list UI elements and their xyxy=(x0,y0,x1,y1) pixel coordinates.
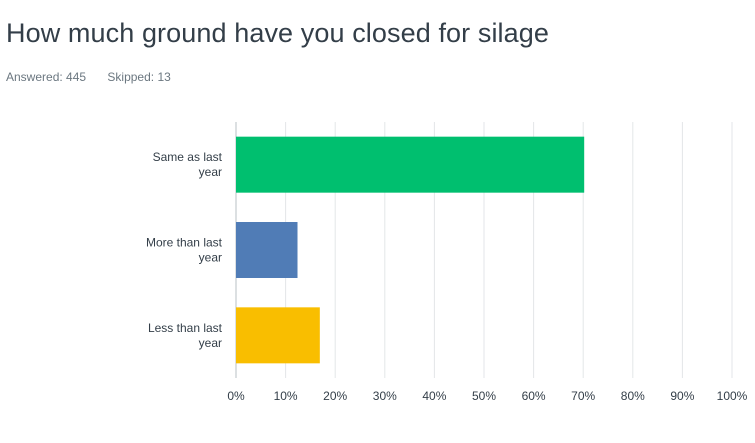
response-summary: Answered: 445 Skipped: 13 xyxy=(6,70,171,84)
x-tick-label: 90% xyxy=(670,389,694,403)
page-title: How much ground have you closed for sila… xyxy=(6,18,549,48)
x-tick-label: 80% xyxy=(621,389,645,403)
x-tick-label: 0% xyxy=(227,389,245,403)
category-label: Less than last year xyxy=(148,321,223,350)
x-tick-label: 10% xyxy=(274,389,298,403)
x-tick-label: 50% xyxy=(472,389,496,403)
x-tick-label: 70% xyxy=(571,389,595,403)
bar xyxy=(236,307,320,364)
category-label-line: Less than last xyxy=(148,321,223,335)
category-label-line: year xyxy=(199,251,222,265)
x-tick-label: 40% xyxy=(422,389,446,403)
category-label: More than last year xyxy=(146,236,223,265)
category-label-line: More than last xyxy=(146,236,223,250)
x-tick-label: 60% xyxy=(522,389,546,403)
chart-bars xyxy=(236,136,585,364)
category-label: Same as last year xyxy=(153,150,223,179)
x-tick-label: 100% xyxy=(717,389,748,403)
x-tick-label: 30% xyxy=(373,389,397,403)
chart-x-ticks: 0% 10% 20% 30% 40% 50% 60% 70% 80% 90% 100% xyxy=(227,389,747,403)
category-label-line: year xyxy=(199,336,222,350)
category-label-line: year xyxy=(199,165,222,179)
bar xyxy=(236,136,585,193)
skipped-count: Skipped: 13 xyxy=(107,70,171,84)
bar xyxy=(236,222,298,278)
category-label-line: Same as last xyxy=(153,150,223,164)
answered-count: Answered: 445 xyxy=(6,70,87,84)
x-tick-label: 20% xyxy=(323,389,347,403)
